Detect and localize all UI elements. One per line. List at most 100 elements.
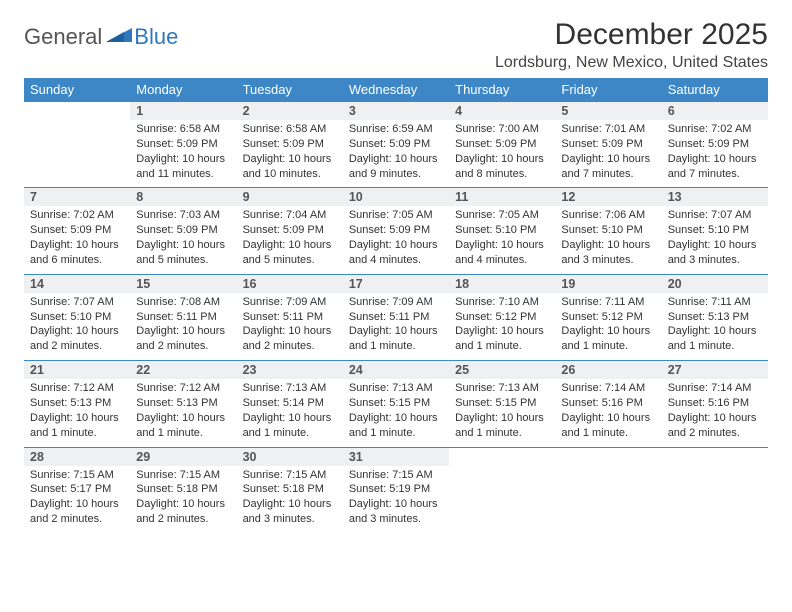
day-body-cell: Sunrise: 7:05 AMSunset: 5:09 PMDaylight:… xyxy=(343,206,449,274)
sunrise-text: Sunrise: 7:03 AM xyxy=(136,208,230,223)
day-number-cell xyxy=(449,447,555,466)
day-body-cell: Sunrise: 7:01 AMSunset: 5:09 PMDaylight:… xyxy=(555,120,661,188)
day-body-cell xyxy=(555,466,661,533)
day-number-cell: 14 xyxy=(24,274,130,293)
sunrise-text: Sunrise: 6:58 AM xyxy=(243,122,337,137)
day-body-cell xyxy=(24,120,130,188)
sunrise-text: Sunrise: 7:01 AM xyxy=(561,122,655,137)
day-number-cell: 21 xyxy=(24,361,130,380)
day-body-row: Sunrise: 7:12 AMSunset: 5:13 PMDaylight:… xyxy=(24,379,768,447)
sunrise-text: Sunrise: 7:07 AM xyxy=(668,208,762,223)
day-number-cell: 16 xyxy=(237,274,343,293)
sunrise-text: Sunrise: 7:07 AM xyxy=(30,295,124,310)
sunrise-text: Sunrise: 7:13 AM xyxy=(455,381,549,396)
daylight-text: Daylight: 10 hours and 2 minutes. xyxy=(136,497,230,527)
sunrise-text: Sunrise: 7:15 AM xyxy=(349,468,443,483)
sunrise-text: Sunrise: 7:02 AM xyxy=(668,122,762,137)
weekday-header: Saturday xyxy=(662,78,768,102)
day-number-cell xyxy=(24,102,130,121)
day-body-cell: Sunrise: 7:00 AMSunset: 5:09 PMDaylight:… xyxy=(449,120,555,188)
sunset-text: Sunset: 5:09 PM xyxy=(561,137,655,152)
sunset-text: Sunset: 5:16 PM xyxy=(668,396,762,411)
sunrise-text: Sunrise: 7:00 AM xyxy=(455,122,549,137)
day-body-cell: Sunrise: 7:13 AMSunset: 5:14 PMDaylight:… xyxy=(237,379,343,447)
calendar-table: Sunday Monday Tuesday Wednesday Thursday… xyxy=(24,78,768,533)
day-number-row: 28293031 xyxy=(24,447,768,466)
sunrise-text: Sunrise: 6:58 AM xyxy=(136,122,230,137)
daylight-text: Daylight: 10 hours and 1 minute. xyxy=(668,324,762,354)
daylight-text: Daylight: 10 hours and 2 minutes. xyxy=(243,324,337,354)
day-number-cell: 2 xyxy=(237,102,343,121)
weekday-header-row: Sunday Monday Tuesday Wednesday Thursday… xyxy=(24,78,768,102)
day-number-cell: 13 xyxy=(662,188,768,207)
daylight-text: Daylight: 10 hours and 2 minutes. xyxy=(30,497,124,527)
daylight-text: Daylight: 10 hours and 4 minutes. xyxy=(349,238,443,268)
day-body-cell: Sunrise: 7:11 AMSunset: 5:13 PMDaylight:… xyxy=(662,293,768,361)
day-number-cell: 31 xyxy=(343,447,449,466)
sunset-text: Sunset: 5:16 PM xyxy=(561,396,655,411)
daylight-text: Daylight: 10 hours and 1 minute. xyxy=(455,324,549,354)
day-number-cell: 18 xyxy=(449,274,555,293)
day-body-cell: Sunrise: 6:59 AMSunset: 5:09 PMDaylight:… xyxy=(343,120,449,188)
sunrise-text: Sunrise: 7:10 AM xyxy=(455,295,549,310)
sunset-text: Sunset: 5:10 PM xyxy=(30,310,124,325)
day-number-cell: 17 xyxy=(343,274,449,293)
day-number-cell: 25 xyxy=(449,361,555,380)
day-number-cell: 8 xyxy=(130,188,236,207)
day-body-cell: Sunrise: 7:04 AMSunset: 5:09 PMDaylight:… xyxy=(237,206,343,274)
daylight-text: Daylight: 10 hours and 1 minute. xyxy=(243,411,337,441)
sunset-text: Sunset: 5:09 PM xyxy=(243,137,337,152)
day-number-cell: 28 xyxy=(24,447,130,466)
day-body-cell: Sunrise: 7:14 AMSunset: 5:16 PMDaylight:… xyxy=(662,379,768,447)
sunrise-text: Sunrise: 7:08 AM xyxy=(136,295,230,310)
daylight-text: Daylight: 10 hours and 1 minute. xyxy=(349,324,443,354)
month-title: December 2025 xyxy=(495,18,768,52)
day-body-cell: Sunrise: 6:58 AMSunset: 5:09 PMDaylight:… xyxy=(130,120,236,188)
day-body-cell: Sunrise: 7:15 AMSunset: 5:19 PMDaylight:… xyxy=(343,466,449,533)
sunrise-text: Sunrise: 7:12 AM xyxy=(136,381,230,396)
day-body-cell: Sunrise: 7:14 AMSunset: 5:16 PMDaylight:… xyxy=(555,379,661,447)
sunrise-text: Sunrise: 7:14 AM xyxy=(561,381,655,396)
daylight-text: Daylight: 10 hours and 1 minute. xyxy=(455,411,549,441)
sunset-text: Sunset: 5:17 PM xyxy=(30,482,124,497)
sunset-text: Sunset: 5:11 PM xyxy=(136,310,230,325)
sunset-text: Sunset: 5:09 PM xyxy=(136,137,230,152)
sunrise-text: Sunrise: 7:04 AM xyxy=(243,208,337,223)
daylight-text: Daylight: 10 hours and 11 minutes. xyxy=(136,152,230,182)
day-body-cell xyxy=(662,466,768,533)
day-body-cell: Sunrise: 7:15 AMSunset: 5:17 PMDaylight:… xyxy=(24,466,130,533)
sunrise-text: Sunrise: 7:14 AM xyxy=(668,381,762,396)
day-body-row: Sunrise: 7:07 AMSunset: 5:10 PM Daylight:… xyxy=(24,293,768,361)
day-body-cell: Sunrise: 7:13 AMSunset: 5:15 PMDaylight:… xyxy=(449,379,555,447)
day-number-cell: 9 xyxy=(237,188,343,207)
day-number-cell: 15 xyxy=(130,274,236,293)
sunset-text: Sunset: 5:09 PM xyxy=(136,223,230,238)
day-number-cell: 24 xyxy=(343,361,449,380)
sunrise-text: Sunrise: 7:05 AM xyxy=(455,208,549,223)
day-number-row: 123456 xyxy=(24,102,768,121)
daylight-text: Daylight: 10 hours and 10 minutes. xyxy=(243,152,337,182)
daylight-text: Daylight: 10 hours and 5 minutes. xyxy=(243,238,337,268)
sunrise-text: Sunrise: 7:06 AM xyxy=(561,208,655,223)
sunrise-text: Sunrise: 7:02 AM xyxy=(30,208,124,223)
daylight-text: Daylight: 10 hours and 2 minutes. xyxy=(136,324,230,354)
sunset-text: Sunset: 5:12 PM xyxy=(455,310,549,325)
day-number-cell: 23 xyxy=(237,361,343,380)
day-number-cell: 19 xyxy=(555,274,661,293)
sunset-text: Sunset: 5:09 PM xyxy=(349,223,443,238)
sunrise-text: Sunrise: 7:11 AM xyxy=(561,295,655,310)
daylight-text: Daylight: 10 hours and 3 minutes. xyxy=(668,238,762,268)
sunset-text: Sunset: 5:14 PM xyxy=(243,396,337,411)
sunset-text: Sunset: 5:11 PM xyxy=(349,310,443,325)
sunrise-text: Sunrise: 7:12 AM xyxy=(30,381,124,396)
sunrise-text: Sunrise: 7:15 AM xyxy=(243,468,337,483)
brand-logo: General Blue xyxy=(24,18,178,50)
day-number-cell xyxy=(555,447,661,466)
weekday-header: Wednesday xyxy=(343,78,449,102)
day-number-cell: 26 xyxy=(555,361,661,380)
day-number-cell: 4 xyxy=(449,102,555,121)
brand-flag-icon xyxy=(106,24,132,42)
day-number-cell xyxy=(662,447,768,466)
daylight-text: Daylight: 10 hours and 5 minutes. xyxy=(136,238,230,268)
daylight-text: Daylight: 10 hours and 7 minutes. xyxy=(668,152,762,182)
